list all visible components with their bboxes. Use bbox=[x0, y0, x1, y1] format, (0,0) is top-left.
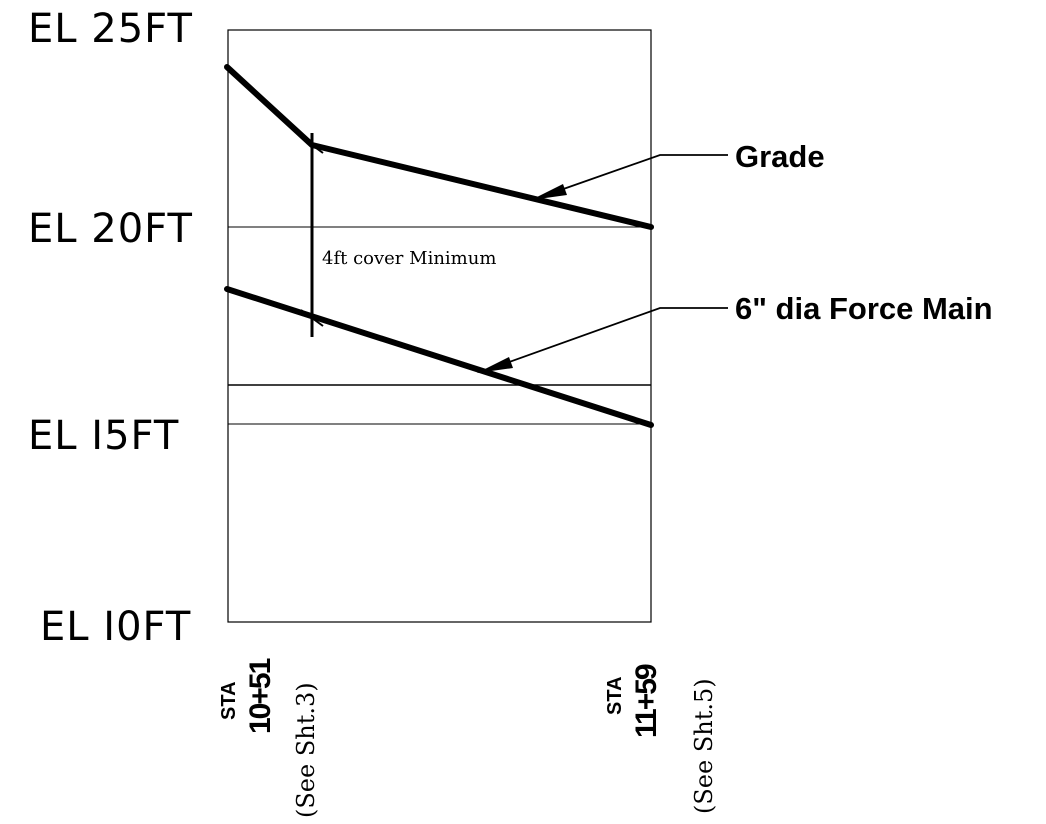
cover-tick-bottom bbox=[300, 309, 324, 327]
elevation-label-20: EL 20FT bbox=[28, 206, 193, 252]
station-left-value: 10+51 bbox=[244, 658, 277, 734]
station-right: STA 11+59 (See Sht.5) bbox=[604, 664, 718, 814]
force-main-line bbox=[224, 286, 654, 428]
cover-tick-top bbox=[300, 136, 324, 154]
elevation-label-10: EL I0FT bbox=[40, 604, 191, 650]
grade-label: Grade bbox=[735, 139, 825, 174]
station-right-prefix: STA bbox=[604, 676, 626, 715]
station-left-prefix: STA bbox=[218, 681, 240, 720]
elevation-label-15: EL I5FT bbox=[28, 413, 179, 459]
force-main-arrowhead bbox=[477, 357, 513, 373]
force-main-leader-line bbox=[497, 307, 728, 367]
grade-arrowhead bbox=[531, 184, 567, 200]
cover-note: 4ft cover Minimum bbox=[322, 248, 496, 269]
station-right-sheet: (See Sht.5) bbox=[690, 678, 718, 814]
force-main-label: 6" dia Force Main bbox=[735, 291, 993, 326]
elevation-label-25: EL 25FT bbox=[28, 6, 193, 52]
station-right-value: 11+59 bbox=[630, 664, 663, 738]
grade-leader-line bbox=[551, 154, 728, 194]
grade-line bbox=[224, 64, 654, 230]
station-left: STA 10+51 (See Sht.3) bbox=[218, 658, 320, 818]
station-left-sheet: (See Sht.3) bbox=[292, 682, 320, 818]
grade-leader bbox=[531, 154, 728, 200]
cover-dimension bbox=[300, 133, 324, 337]
force-main-leader bbox=[477, 307, 728, 373]
profile-frame bbox=[227, 29, 652, 623]
